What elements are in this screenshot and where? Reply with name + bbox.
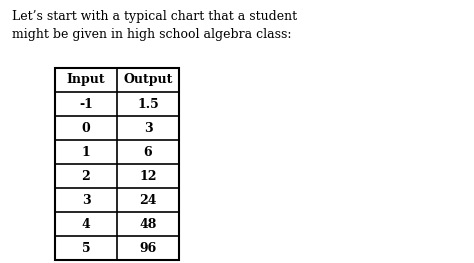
Text: 6: 6	[144, 145, 152, 159]
Text: 1.5: 1.5	[137, 98, 159, 110]
Text: 2: 2	[82, 169, 91, 183]
Text: Let’s start with a typical chart that a student
might be given in high school al: Let’s start with a typical chart that a …	[12, 10, 297, 41]
Text: 48: 48	[139, 218, 157, 230]
Text: 1: 1	[82, 145, 91, 159]
Text: Output: Output	[123, 73, 173, 87]
Text: Input: Input	[67, 73, 105, 87]
Text: -1: -1	[79, 98, 93, 110]
Bar	[55, 68, 179, 260]
Text: 3: 3	[82, 194, 91, 206]
Text: 96: 96	[139, 241, 156, 255]
Text: 4: 4	[82, 218, 91, 230]
Text: 5: 5	[82, 241, 91, 255]
Text: 0: 0	[82, 122, 91, 134]
Text: 12: 12	[139, 169, 157, 183]
Text: 24: 24	[139, 194, 157, 206]
Text: 3: 3	[144, 122, 152, 134]
